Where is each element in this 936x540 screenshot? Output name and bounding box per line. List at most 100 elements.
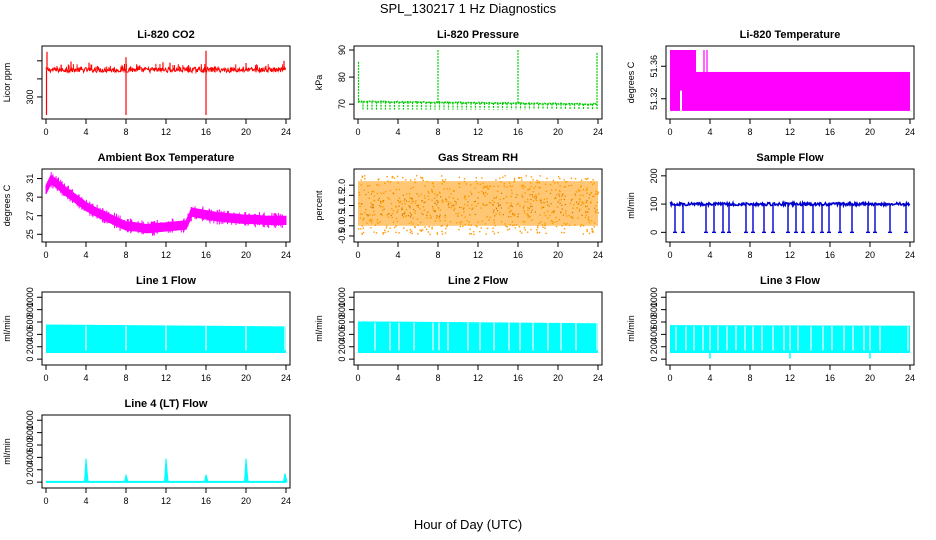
- rh-point: [455, 201, 458, 204]
- rh-point: [546, 177, 548, 180]
- rh-point: [522, 207, 525, 209]
- rh-point: [483, 193, 485, 195]
- rh-point: [481, 190, 483, 193]
- rh-point: [360, 184, 363, 186]
- panel-frame: [41, 168, 291, 243]
- x-tick-label: 4: [83, 127, 88, 137]
- x-tick-label: 0: [667, 127, 672, 137]
- x-tick-label: 12: [785, 250, 795, 260]
- rh-point: [593, 222, 596, 224]
- rh-point: [451, 205, 453, 207]
- rh-point: [540, 200, 542, 202]
- x-tick-label: 8: [123, 496, 128, 506]
- rh-point: [538, 182, 541, 184]
- rh-point: [409, 229, 412, 231]
- rh-point: [511, 224, 514, 227]
- rh-point: [523, 226, 526, 229]
- rh-point: [486, 227, 489, 230]
- rh-point: [443, 181, 446, 183]
- rh-point: [590, 192, 593, 194]
- rh-point: [437, 200, 439, 203]
- rh-point: [440, 225, 442, 227]
- rh-point: [524, 221, 526, 223]
- rh-point: [568, 214, 570, 217]
- line4-spike: [83, 458, 89, 483]
- rh-point: [414, 178, 416, 181]
- rh-point: [547, 204, 549, 206]
- rh-point: [549, 184, 552, 186]
- x-tick-label: 24: [281, 373, 291, 383]
- rh-point: [438, 191, 441, 193]
- rh-point: [538, 231, 541, 234]
- x-tick-label: 4: [83, 496, 88, 506]
- rh-point: [475, 224, 477, 227]
- rh-point: [504, 175, 506, 177]
- rh-point: [373, 200, 376, 202]
- y-tick-label: 51.32: [649, 87, 659, 110]
- rh-point: [523, 212, 526, 214]
- x-tick-label: 0: [43, 250, 48, 260]
- rh-point: [506, 226, 508, 228]
- rh-point: [382, 209, 384, 211]
- x-tick-label: 12: [473, 373, 483, 383]
- x-tick-label: 4: [395, 373, 400, 383]
- rh-point: [524, 201, 526, 203]
- rh-point: [364, 177, 366, 180]
- y-axis-label: ml/min: [2, 315, 12, 342]
- rh-point: [560, 211, 562, 213]
- rh-point: [559, 185, 561, 187]
- rh-point: [575, 191, 578, 193]
- rh-point: [470, 224, 472, 226]
- rh-point: [565, 224, 567, 226]
- x-tick-label: 24: [593, 373, 603, 383]
- rh-point: [581, 202, 584, 204]
- rh-point: [449, 221, 452, 223]
- rh-point: [485, 186, 488, 188]
- rh-point: [493, 185, 495, 188]
- rh-point: [463, 180, 466, 183]
- y-tick-label: 200: [649, 339, 659, 354]
- rh-point: [375, 232, 378, 234]
- rh-point: [428, 225, 430, 228]
- rh-point: [410, 179, 412, 181]
- y-tick-label: 200: [25, 462, 35, 477]
- y-axis-label: Licor ppm: [2, 63, 12, 103]
- rh-point: [469, 228, 471, 230]
- rh-point: [359, 205, 361, 208]
- rh-point: [558, 195, 560, 197]
- rh-point: [458, 182, 461, 185]
- rh-point: [428, 192, 430, 194]
- rh-point: [522, 187, 525, 189]
- rh-point: [493, 201, 495, 203]
- rh-point: [420, 230, 423, 232]
- rh-point: [407, 215, 410, 217]
- x-tick-label: 24: [905, 127, 915, 137]
- rh-point: [527, 214, 530, 217]
- rh-point: [457, 198, 459, 201]
- rh-point: [509, 224, 511, 226]
- rh-point: [593, 226, 595, 228]
- rh-point: [409, 205, 411, 208]
- rh-point: [387, 213, 390, 215]
- ambient-temp-series: [45, 174, 287, 234]
- rh-point: [358, 202, 360, 205]
- rh-point: [560, 195, 563, 198]
- rh-point: [498, 205, 500, 207]
- rh-point: [476, 225, 478, 228]
- rh-point: [575, 201, 578, 203]
- rh-point: [565, 181, 567, 183]
- x-tick-label: 20: [241, 496, 251, 506]
- x-tick-label: 16: [825, 373, 835, 383]
- rh-point: [423, 195, 426, 197]
- plot-area: [358, 175, 600, 236]
- flow-band: [358, 321, 598, 353]
- rh-point: [591, 183, 594, 186]
- temperature-band: [696, 71, 910, 111]
- rh-point: [385, 227, 388, 229]
- rh-point: [560, 212, 562, 214]
- rh-point: [566, 222, 568, 225]
- rh-point: [474, 213, 476, 216]
- rh-point: [379, 221, 381, 223]
- x-tick-label: 8: [435, 127, 440, 137]
- rh-point: [535, 196, 538, 198]
